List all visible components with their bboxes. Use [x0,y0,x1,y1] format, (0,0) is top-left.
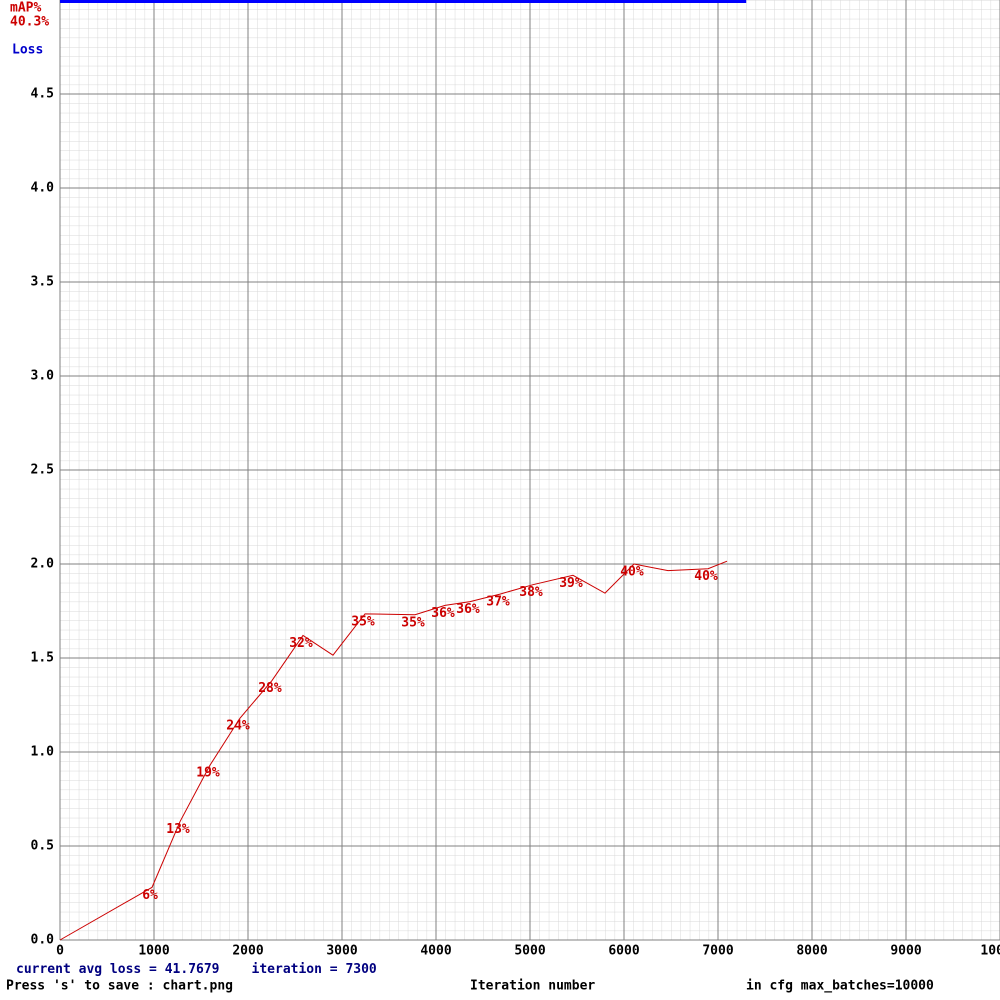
map-label: 24% [226,719,250,734]
y-tick-label: 0.0 [31,933,55,948]
status-loss-label: current avg loss = [16,962,165,977]
plot: 0 1000 2000 3000 4000 5000 6000 7000 8000 9000 10 0… [31,0,1000,959]
y-axis-label: Loss [12,43,43,58]
map-label: 36% [456,602,480,617]
map-label: 40% [694,569,718,584]
y2-axis-label: mAP% [10,1,41,16]
x-tick-label: 0 [56,944,64,959]
x-axis-label: Iteration number [470,979,595,994]
x-tick-label: 4000 [420,944,451,959]
x-tick-label: 2000 [232,944,263,959]
y-tick-label: 2.0 [31,557,55,572]
y-tick-label: 4.5 [31,87,54,102]
x-tick-label: 8000 [796,944,827,959]
y-tick-label: 4.0 [31,181,55,196]
status-iter: 7300 [345,962,376,977]
current-map: 40.3% [10,15,49,30]
y-tick-label: 0.5 [31,839,54,854]
y-tick-label: 1.5 [31,651,54,666]
x-tick-label: 10000 [980,944,1000,959]
status-iter-label: iteration = [252,962,346,977]
map-label: 40% [620,565,644,580]
x-tick-label: 9000 [890,944,921,959]
map-label: 38% [519,585,543,600]
map-line [59,560,728,941]
map-label: 13% [166,822,190,837]
save-hint: Press 's' to save : chart.png [6,979,233,994]
map-label: 6% [142,888,158,903]
map-label: 39% [559,576,583,591]
x-tick-label: 6000 [608,944,639,959]
max-batches: in cfg max_batches=10000 [746,979,934,994]
y-tick-label: 2.5 [31,463,54,478]
map-label: 37% [486,595,510,610]
status-loss: 41.7679 [165,962,220,977]
map-label: 28% [258,681,282,696]
y-tick-label: 3.0 [31,369,55,384]
x-tick-label: 5000 [514,944,545,959]
x-tick-label: 3000 [326,944,357,959]
y-tick-label: 1.0 [31,745,55,760]
status: current avg loss = 41.7679 iteration = 73… [16,962,377,977]
map-label: 36% [431,606,455,621]
map-label: 35% [401,615,425,630]
map-label: 32% [289,636,313,651]
map-label: 35% [351,614,375,629]
map-label: 19% [196,766,220,781]
x-tick-label: 7000 [702,944,733,959]
y-tick-label: 3.5 [31,275,54,290]
x-tick-label: 1000 [138,944,169,959]
